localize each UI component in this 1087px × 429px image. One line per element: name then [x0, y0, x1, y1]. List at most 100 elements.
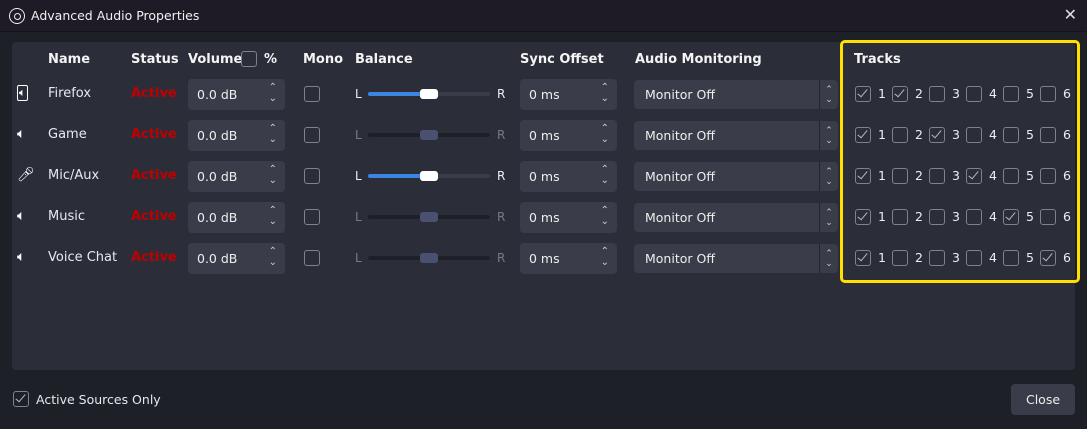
spin-arrows-icon[interactable]: ⌃ ⌄: [268, 82, 277, 104]
track-1-checkbox[interactable]: [855, 168, 871, 184]
balance-slider-handle[interactable]: [420, 89, 438, 99]
mono-checkbox[interactable]: [304, 250, 320, 266]
monitoring-value: Monitor Off: [645, 128, 715, 143]
track-1-checkbox[interactable]: [855, 127, 871, 143]
volume-spinbox[interactable]: 0.0 dB ⌃ ⌄: [188, 120, 285, 151]
mono-checkbox[interactable]: [304, 209, 320, 225]
track-6-checkbox[interactable]: [1040, 250, 1056, 266]
track-3-label: 3: [952, 168, 960, 183]
dropdown-arrows-icon[interactable]: ⌃ ⌄: [819, 121, 838, 150]
spin-arrows-icon[interactable]: ⌃ ⌄: [600, 164, 609, 186]
dropdown-arrows-icon[interactable]: ⌃ ⌄: [819, 244, 838, 273]
track-2-checkbox[interactable]: [892, 127, 908, 143]
spin-arrows-icon[interactable]: ⌃ ⌄: [600, 82, 609, 104]
track-1-label: 1: [878, 86, 886, 101]
volume-value: 0.0 dB: [197, 251, 238, 266]
balance-right-label: R: [497, 251, 506, 265]
sync-offset-spinbox[interactable]: 0 ms ⌃ ⌄: [520, 120, 617, 151]
mono-checkbox[interactable]: [304, 86, 320, 102]
monitoring-dropdown[interactable]: Monitor Off ⌃ ⌄: [634, 203, 838, 232]
dropdown-arrows-icon[interactable]: ⌃ ⌄: [819, 80, 838, 109]
balance-slider-handle[interactable]: [420, 171, 438, 181]
speaker-icon: 🔈︎: [17, 126, 26, 142]
balance-slider-handle[interactable]: [420, 130, 438, 140]
volume-value: 0.0 dB: [197, 87, 238, 102]
sync-offset-spinbox[interactable]: 0 ms ⌃ ⌄: [520, 202, 617, 233]
track-2-checkbox[interactable]: [892, 209, 908, 225]
track-1-label: 1: [878, 209, 886, 224]
sync-offset-spinbox[interactable]: 0 ms ⌃ ⌄: [520, 161, 617, 192]
header-audio-monitoring: Audio Monitoring: [635, 52, 762, 67]
track-3-checkbox[interactable]: [929, 127, 945, 143]
track-5-checkbox[interactable]: [1003, 250, 1019, 266]
monitoring-dropdown[interactable]: Monitor Off ⌃ ⌄: [634, 244, 838, 273]
track-5-label: 5: [1026, 209, 1034, 224]
track-2-label: 2: [915, 168, 923, 183]
volume-percent-checkbox[interactable]: [241, 51, 257, 67]
spin-arrows-icon[interactable]: ⌃ ⌄: [268, 123, 277, 145]
track-1-label: 1: [878, 250, 886, 265]
track-5-checkbox[interactable]: [1003, 209, 1019, 225]
track-3-checkbox[interactable]: [929, 86, 945, 102]
dropdown-arrows-icon[interactable]: ⌃ ⌄: [819, 203, 838, 232]
source-name: Game: [48, 127, 87, 142]
track-3-checkbox[interactable]: [929, 250, 945, 266]
volume-spinbox[interactable]: 0.0 dB ⌃ ⌄: [188, 243, 285, 274]
header-name: Name: [48, 52, 91, 67]
track-4-checkbox[interactable]: [966, 127, 982, 143]
spin-arrows-icon[interactable]: ⌃ ⌄: [268, 205, 277, 227]
track-6-checkbox[interactable]: [1040, 127, 1056, 143]
spin-arrows-icon[interactable]: ⌃ ⌄: [600, 205, 609, 227]
track-6-checkbox[interactable]: [1040, 86, 1056, 102]
track-5-checkbox[interactable]: [1003, 86, 1019, 102]
track-5-checkbox[interactable]: [1003, 127, 1019, 143]
track-1-checkbox[interactable]: [855, 209, 871, 225]
monitoring-dropdown[interactable]: Monitor Off ⌃ ⌄: [634, 121, 838, 150]
spin-arrows-icon[interactable]: ⌃ ⌄: [268, 246, 277, 268]
track-2-checkbox[interactable]: [892, 168, 908, 184]
balance-left-label: L: [355, 251, 362, 265]
track-4-checkbox[interactable]: [966, 168, 982, 184]
sync-offset-spinbox[interactable]: 0 ms ⌃ ⌄: [520, 79, 617, 110]
balance-slider-handle[interactable]: [420, 212, 438, 222]
close-button[interactable]: Close: [1011, 384, 1075, 415]
track-4-label: 4: [989, 209, 997, 224]
track-6-checkbox[interactable]: [1040, 209, 1056, 225]
title-bar: Advanced Audio Properties ✕: [0, 0, 1087, 32]
spin-arrows-icon[interactable]: ⌃ ⌄: [600, 123, 609, 145]
balance-right-label: R: [497, 128, 506, 142]
active-sources-only-checkbox[interactable]: [13, 391, 29, 407]
mono-checkbox[interactable]: [304, 127, 320, 143]
spin-arrows-icon[interactable]: ⌃ ⌄: [268, 164, 277, 186]
track-1-checkbox[interactable]: [855, 86, 871, 102]
dropdown-arrows-icon[interactable]: ⌃ ⌄: [819, 162, 838, 191]
monitoring-dropdown[interactable]: Monitor Off ⌃ ⌄: [634, 80, 838, 109]
track-1-checkbox[interactable]: [855, 250, 871, 266]
volume-spinbox[interactable]: 0.0 dB ⌃ ⌄: [188, 161, 285, 192]
track-3-label: 3: [952, 209, 960, 224]
track-5-label: 5: [1026, 168, 1034, 183]
track-5-checkbox[interactable]: [1003, 168, 1019, 184]
spin-arrows-icon[interactable]: ⌃ ⌄: [600, 246, 609, 268]
source-name: Mic/Aux: [48, 168, 100, 183]
track-6-checkbox[interactable]: [1040, 168, 1056, 184]
volume-spinbox[interactable]: 0.0 dB ⌃ ⌄: [188, 79, 285, 110]
track-3-checkbox[interactable]: [929, 168, 945, 184]
track-5-label: 5: [1026, 86, 1034, 101]
mono-checkbox[interactable]: [304, 168, 320, 184]
balance-slider-handle[interactable]: [420, 253, 438, 263]
track-4-checkbox[interactable]: [966, 86, 982, 102]
close-icon[interactable]: ✕: [1063, 5, 1077, 24]
track-3-checkbox[interactable]: [929, 209, 945, 225]
monitoring-dropdown[interactable]: Monitor Off ⌃ ⌄: [634, 162, 838, 191]
track-2-checkbox[interactable]: [892, 250, 908, 266]
track-2-label: 2: [915, 250, 923, 265]
balance-left-label: L: [355, 169, 362, 183]
track-4-checkbox[interactable]: [966, 209, 982, 225]
header-status: Status: [131, 52, 179, 67]
track-2-checkbox[interactable]: [892, 86, 908, 102]
sync-offset-spinbox[interactable]: 0 ms ⌃ ⌄: [520, 243, 617, 274]
volume-spinbox[interactable]: 0.0 dB ⌃ ⌄: [188, 202, 285, 233]
sync-offset-value: 0 ms: [529, 128, 560, 143]
track-4-checkbox[interactable]: [966, 250, 982, 266]
